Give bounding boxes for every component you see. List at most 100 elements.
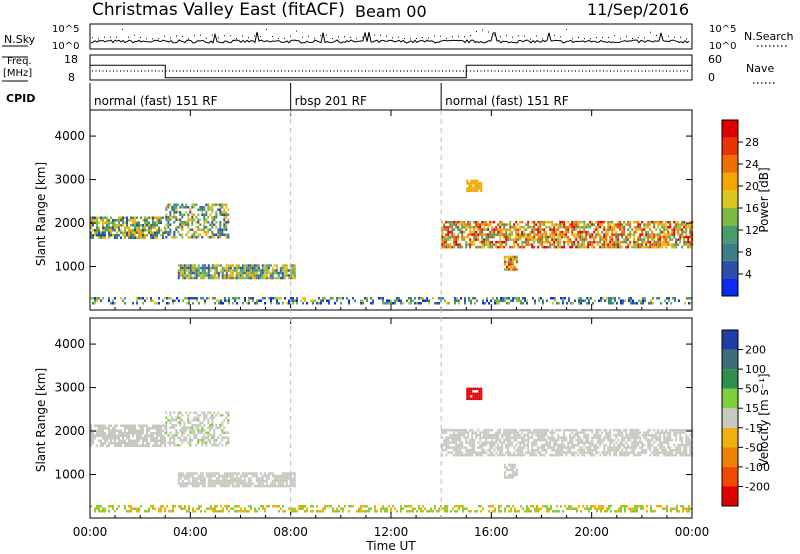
power-cell bbox=[534, 299, 536, 302]
power-cell bbox=[237, 264, 240, 267]
velocity-cell bbox=[213, 474, 216, 478]
velocity-cell bbox=[583, 451, 586, 454]
power-cell bbox=[506, 297, 508, 300]
velocity-cell bbox=[583, 428, 586, 432]
velocity-cell bbox=[639, 438, 642, 442]
power-cell bbox=[160, 216, 162, 219]
power-cell bbox=[474, 179, 477, 183]
power-cell bbox=[169, 213, 172, 216]
power-cell bbox=[659, 240, 662, 244]
power-cell bbox=[471, 240, 474, 244]
velocity-cell bbox=[237, 472, 240, 475]
power-cell bbox=[340, 297, 342, 300]
velocity-cell bbox=[132, 442, 134, 445]
power-cell bbox=[191, 228, 194, 231]
power-cell bbox=[181, 223, 184, 226]
velocity-cell bbox=[207, 419, 210, 422]
power-cell bbox=[110, 221, 112, 224]
velocity-cell bbox=[609, 453, 612, 457]
power-cell bbox=[499, 235, 502, 239]
velocity-cell bbox=[613, 443, 616, 447]
velocity-cell bbox=[116, 434, 118, 437]
power-cell bbox=[563, 245, 566, 249]
velocity-cell bbox=[527, 446, 530, 449]
velocity-cell bbox=[275, 484, 278, 488]
power-cell bbox=[481, 243, 484, 246]
velocity-cell bbox=[243, 484, 246, 488]
power-cell bbox=[617, 240, 620, 244]
velocity-cell bbox=[673, 453, 676, 457]
velocity-cell bbox=[234, 505, 236, 508]
power-cell bbox=[167, 226, 170, 229]
power-cell bbox=[408, 302, 410, 305]
power-cell bbox=[167, 231, 170, 234]
velocity-cell bbox=[494, 507, 496, 510]
velocity-cell bbox=[640, 507, 642, 510]
power-cell bbox=[669, 220, 672, 224]
power-cell bbox=[158, 302, 160, 305]
power-cell bbox=[588, 297, 590, 300]
velocity-cell bbox=[164, 432, 166, 435]
power-cell bbox=[465, 225, 468, 229]
velocity-cell bbox=[495, 433, 498, 437]
power-cell bbox=[241, 266, 244, 270]
velocity-cell bbox=[491, 446, 494, 449]
power-cell bbox=[263, 264, 266, 267]
velocity-cell bbox=[130, 505, 132, 508]
power-cell bbox=[599, 238, 602, 241]
power-cell bbox=[503, 255, 506, 259]
power-cell bbox=[243, 271, 246, 275]
power-cell bbox=[523, 240, 526, 244]
power-cell bbox=[661, 230, 664, 234]
power-cell bbox=[465, 235, 468, 239]
power-cell bbox=[148, 229, 150, 232]
velocity-cell bbox=[209, 484, 212, 488]
power-cell bbox=[453, 223, 456, 226]
power-cell bbox=[619, 240, 622, 244]
power-cell bbox=[191, 206, 194, 209]
power-cell bbox=[604, 299, 606, 302]
velocity-cell bbox=[474, 395, 477, 398]
velocity-cell bbox=[509, 476, 512, 479]
velocity-cell bbox=[264, 507, 266, 510]
velocity-cell bbox=[605, 431, 608, 434]
time-axis-ticks: 00:00 04:00 08:00 12:00 16:00 20:00 00:00 bbox=[73, 110, 709, 539]
velocity-cell bbox=[134, 507, 136, 510]
velocity-cell bbox=[189, 411, 192, 414]
power-cell bbox=[134, 224, 136, 227]
power-cell bbox=[185, 223, 188, 226]
power-cell bbox=[310, 299, 312, 302]
velocity-cell bbox=[466, 387, 469, 391]
power-cell bbox=[472, 297, 474, 300]
power-cell bbox=[461, 235, 464, 239]
velocity-cell bbox=[540, 507, 542, 510]
power-cell bbox=[120, 231, 122, 234]
power-cell bbox=[312, 302, 314, 305]
velocity-cell bbox=[177, 477, 180, 480]
power-cell bbox=[525, 240, 528, 244]
velocity-cell bbox=[621, 436, 624, 439]
power-cell bbox=[499, 245, 502, 249]
velocity-cell bbox=[181, 419, 184, 422]
power-cell bbox=[516, 297, 518, 300]
velocity-colorbar-label: -15 bbox=[745, 422, 763, 435]
velocity-cell bbox=[547, 441, 550, 444]
power-cell bbox=[224, 297, 226, 300]
velocity-cell bbox=[543, 443, 546, 447]
velocity-cell bbox=[222, 507, 224, 510]
velocity-cell bbox=[186, 510, 188, 513]
power-cell bbox=[591, 243, 594, 246]
power-cell bbox=[207, 206, 210, 209]
power-cell bbox=[575, 225, 578, 229]
power-cell bbox=[507, 233, 510, 236]
power-cell bbox=[213, 203, 216, 206]
power-cell bbox=[102, 231, 104, 234]
velocity-cell bbox=[221, 421, 224, 424]
velocity-cell bbox=[650, 505, 652, 508]
velocity-cell bbox=[523, 443, 526, 447]
velocity-cell bbox=[681, 428, 684, 432]
date-label: 11/Sep/2016 bbox=[587, 0, 689, 19]
velocity-cell bbox=[162, 439, 164, 442]
power-cell bbox=[152, 224, 154, 227]
velocity-cell bbox=[112, 427, 114, 430]
